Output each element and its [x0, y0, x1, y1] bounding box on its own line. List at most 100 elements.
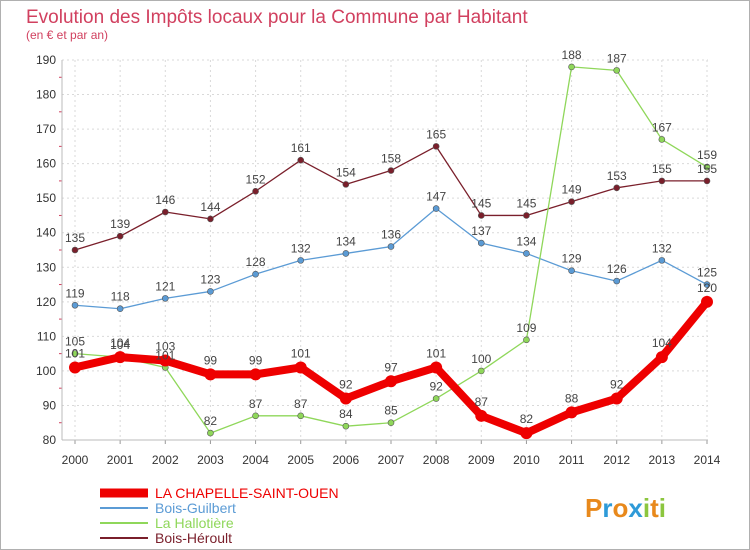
data-label: 101: [291, 346, 311, 360]
chart-subtitle: (en € et par an): [26, 28, 108, 42]
legend-label: Bois-Héroult: [155, 530, 232, 546]
y-tick-label: 120: [36, 295, 56, 309]
logo-letter: x: [628, 493, 643, 523]
x-tick-label: 2009: [468, 453, 495, 467]
data-point: [655, 351, 668, 364]
data-point: [658, 177, 666, 185]
data-point: [387, 167, 395, 174]
data-point: [430, 361, 443, 374]
data-point: [477, 367, 485, 375]
data-point: [613, 67, 621, 74]
data-label: 155: [697, 162, 717, 176]
data-label: 105: [65, 335, 85, 349]
logo-letter: r: [602, 493, 612, 523]
data-label: 132: [291, 241, 311, 255]
data-point: [703, 281, 711, 288]
x-tick-label: 2001: [107, 453, 134, 467]
series-bois-guilbert: [71, 205, 711, 313]
data-point: [432, 205, 440, 212]
data-point: [610, 392, 623, 405]
y-tick-label: 170: [36, 122, 56, 136]
x-tick-label: 2012: [603, 453, 630, 467]
data-point: [161, 208, 169, 216]
data-label: 158: [381, 152, 401, 166]
y-tick-label: 160: [36, 157, 56, 171]
data-point: [387, 419, 395, 427]
data-label: 167: [652, 120, 672, 134]
data-label: 100: [471, 352, 491, 366]
data-label: 92: [339, 378, 353, 392]
data-point: [116, 232, 124, 240]
data-label: 136: [381, 228, 401, 242]
series-layer: [69, 63, 713, 440]
data-point: [703, 163, 711, 171]
data-point: [71, 246, 79, 254]
data-label: 154: [336, 165, 356, 179]
data-label: 155: [652, 162, 672, 176]
series-line: [74, 207, 708, 310]
x-tick-label: 2000: [62, 453, 89, 467]
data-label: 125: [697, 266, 717, 280]
data-point: [432, 143, 440, 150]
data-label: 104: [110, 336, 130, 350]
data-point: [432, 395, 440, 402]
data-label: 152: [246, 172, 266, 186]
data-label: 82: [204, 414, 218, 428]
data-label: 104: [110, 338, 130, 352]
data-label: 165: [426, 127, 446, 141]
series-la-chapelle-saint-ouen: [69, 295, 713, 440]
data-point: [523, 336, 530, 344]
logo-letter: P: [585, 493, 602, 523]
proxiti-logo: Proxiti: [585, 493, 666, 523]
data-point: [520, 427, 533, 440]
data-label: 153: [607, 169, 627, 183]
data-point: [252, 270, 259, 278]
data-point: [342, 250, 350, 257]
data-label: 144: [200, 200, 220, 214]
data-point: [252, 187, 259, 195]
series-bois-heroult: [71, 143, 711, 254]
data-label: 187: [607, 51, 627, 65]
y-tick-label: 190: [36, 53, 56, 67]
data-point: [568, 267, 575, 275]
data-point: [204, 368, 217, 381]
data-label: 159: [697, 148, 717, 162]
data-point: [297, 257, 305, 264]
data-label: 129: [562, 252, 582, 266]
chart-title: Evolution des Impôts locaux pour la Comm…: [26, 7, 528, 28]
data-label: 149: [562, 183, 582, 197]
data-label: 101: [155, 348, 175, 362]
data-point: [116, 305, 124, 313]
data-point: [339, 392, 352, 405]
data-label: 104: [652, 336, 672, 350]
data-label: 109: [516, 321, 536, 335]
y-tick-label: 90: [43, 398, 57, 412]
data-label: 119: [65, 286, 84, 300]
data-label: 146: [155, 193, 175, 207]
x-tick-label: 2007: [378, 453, 405, 467]
data-label: 88: [565, 391, 579, 405]
data-point: [71, 350, 79, 357]
x-tick-label: 2013: [649, 453, 676, 467]
data-point: [477, 212, 485, 219]
x-tick-label: 2010: [513, 453, 540, 467]
data-point: [523, 250, 530, 257]
x-tick-label: 2002: [152, 453, 179, 467]
data-label: 137: [471, 224, 491, 238]
data-point: [565, 406, 578, 419]
data-label: 147: [426, 190, 446, 204]
data-point: [159, 354, 172, 367]
data-label: 92: [429, 380, 443, 394]
data-point: [161, 295, 169, 302]
x-tick-label: 2008: [423, 453, 450, 467]
y-tick-label: 100: [36, 364, 56, 378]
data-point: [342, 422, 350, 430]
data-label: 134: [516, 234, 536, 248]
data-label: 85: [384, 404, 398, 418]
data-label: 120: [697, 281, 717, 295]
data-label: 87: [249, 397, 263, 411]
data-point: [613, 277, 621, 285]
y-tick-label: 150: [36, 191, 56, 205]
